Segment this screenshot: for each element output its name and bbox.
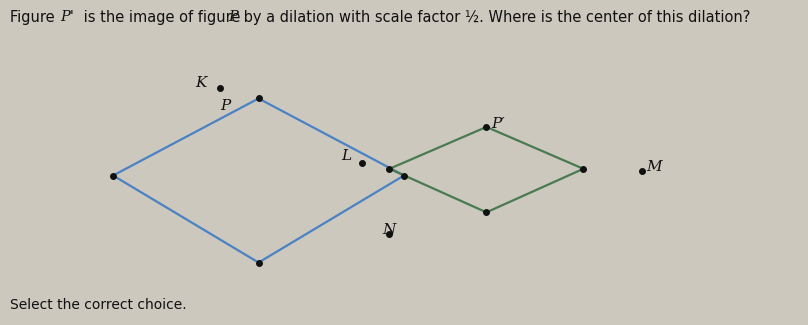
Text: is the image of figure: is the image of figure [79,10,245,25]
Text: Figure: Figure [10,10,59,25]
Text: Select the correct choice.: Select the correct choice. [10,298,187,312]
Text: by a dilation with scale factor ½. Where is the center of this dilation?: by a dilation with scale factor ½. Where… [239,10,751,25]
Text: M: M [646,161,662,175]
Text: P: P [229,10,238,24]
Text: N: N [383,223,396,237]
Text: K: K [196,76,207,90]
Text: P: P [220,99,230,113]
Text: L: L [341,150,351,163]
Text: P′: P′ [491,117,505,131]
Text: P': P' [61,10,74,24]
